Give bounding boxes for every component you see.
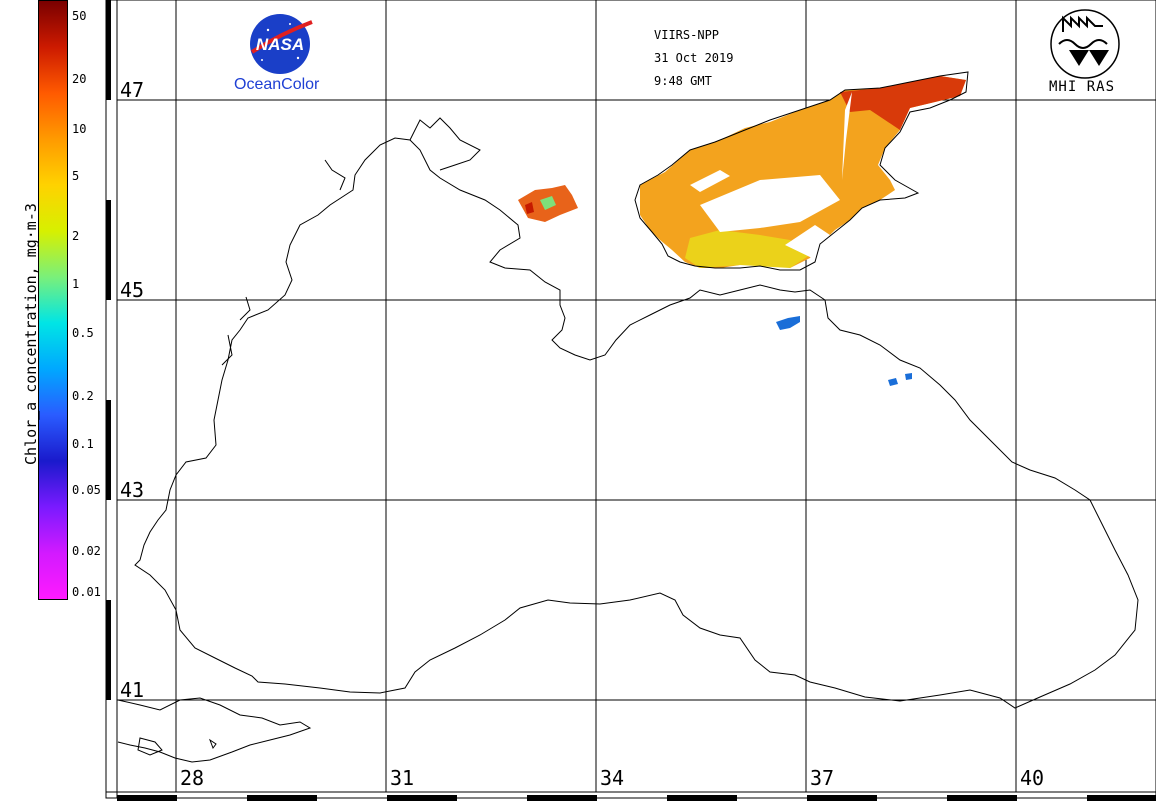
lon-label-40: 40 <box>1020 766 1045 790</box>
colorbar-tick: 0.02 <box>72 544 101 558</box>
marmara-coastline <box>117 697 312 763</box>
acquisition-time: 9:48 GMT <box>654 74 712 88</box>
lon-label-31: 31 <box>390 766 415 790</box>
satellite-info: VIIRS-NPP 31 Oct 2019 9:48 GMT <box>654 24 733 93</box>
mhi-ras-logo <box>1050 9 1120 79</box>
sensor-name: VIIRS-NPP <box>654 28 720 42</box>
latitude-scale-bar <box>106 0 111 700</box>
chlorophyll-data <box>518 76 966 386</box>
colorbar-tick: 0.2 <box>72 389 94 403</box>
lon-label-34: 34 <box>600 766 625 790</box>
colorbar-tick: 0.5 <box>72 326 94 340</box>
mhi-caption: MHI RAS <box>1049 79 1116 95</box>
colorbar-tick: 20 <box>72 72 87 86</box>
lat-label-41: 41 <box>120 678 145 702</box>
nasa-logo: NASA <box>250 14 313 74</box>
lat-label-43: 43 <box>120 478 145 502</box>
lon-label-28: 28 <box>180 766 205 790</box>
colorbar-tick: 0.05 <box>72 483 101 497</box>
colorbar-tick: 50 <box>72 9 87 23</box>
open-sea-data-2 <box>888 373 912 386</box>
colorbar <box>38 0 68 600</box>
coastline <box>117 71 1139 763</box>
colorbar-tick: 0.1 <box>72 437 94 451</box>
nasa-caption: OceanColor <box>234 76 320 93</box>
map-frame <box>105 0 1156 799</box>
colorbar-tick: 5 <box>72 169 80 183</box>
black-sea-coastline <box>134 137 1139 709</box>
acquisition-date: 31 Oct 2019 <box>654 51 734 65</box>
open-sea-data-1 <box>776 316 800 330</box>
longitude-scale-bar <box>106 791 1156 801</box>
lat-label-47: 47 <box>120 78 145 102</box>
lat-label-45: 45 <box>120 278 145 302</box>
azov-sea-coastline <box>634 71 969 271</box>
colorbar-tick: 0.01 <box>72 585 101 599</box>
colorbar-tick: 1 <box>72 277 80 291</box>
colorbar-tick: 10 <box>72 122 87 136</box>
nasa-label: NASA <box>256 35 304 54</box>
colorbar-tick: 2 <box>72 229 80 243</box>
graticule <box>117 0 1156 792</box>
lon-label-37: 37 <box>810 766 835 790</box>
